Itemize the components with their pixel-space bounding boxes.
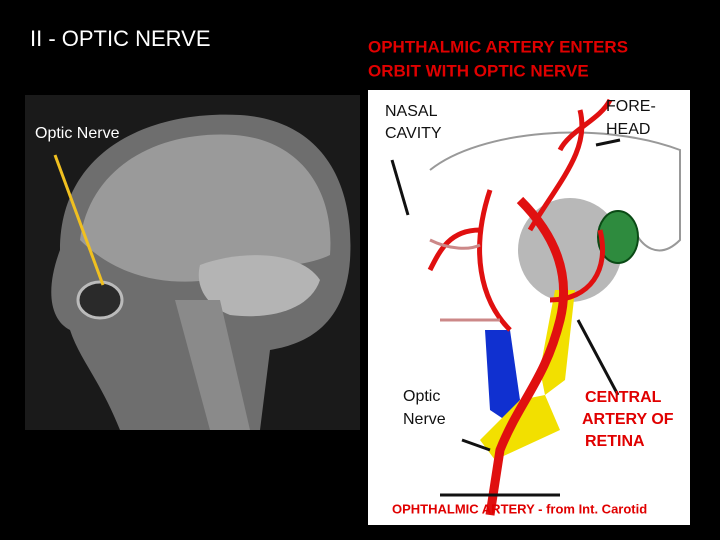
central-artery-label: ARTERY OF xyxy=(582,411,674,428)
forehead-label: HEAD xyxy=(606,121,650,138)
forehead-label: FORE- xyxy=(606,98,656,115)
nasal-cavity-label: NASAL xyxy=(385,103,438,120)
anatomy-diagram xyxy=(368,90,690,525)
optic-nerve-label: Optic xyxy=(403,388,440,405)
nasal-cavity-label: CAVITY xyxy=(385,125,442,142)
optic-nerve-label: Nerve xyxy=(403,411,446,428)
diagram-caption: OPHTHALMIC ARTERY - from Int. Carotid xyxy=(392,501,647,516)
slide-title: II - OPTIC NERVE xyxy=(30,26,211,51)
arrows xyxy=(390,138,621,497)
diagram-title: OPHTHALMIC ARTERY ENTERS xyxy=(368,37,628,56)
pointer-arrow xyxy=(53,154,105,286)
mri-image xyxy=(25,95,360,430)
mri-label: Optic Nerve xyxy=(35,125,120,142)
central-artery-label: CENTRAL xyxy=(585,389,662,406)
diagram-title: ORBIT WITH OPTIC NERVE xyxy=(368,61,589,80)
central-artery-label: RETINA xyxy=(585,433,645,450)
